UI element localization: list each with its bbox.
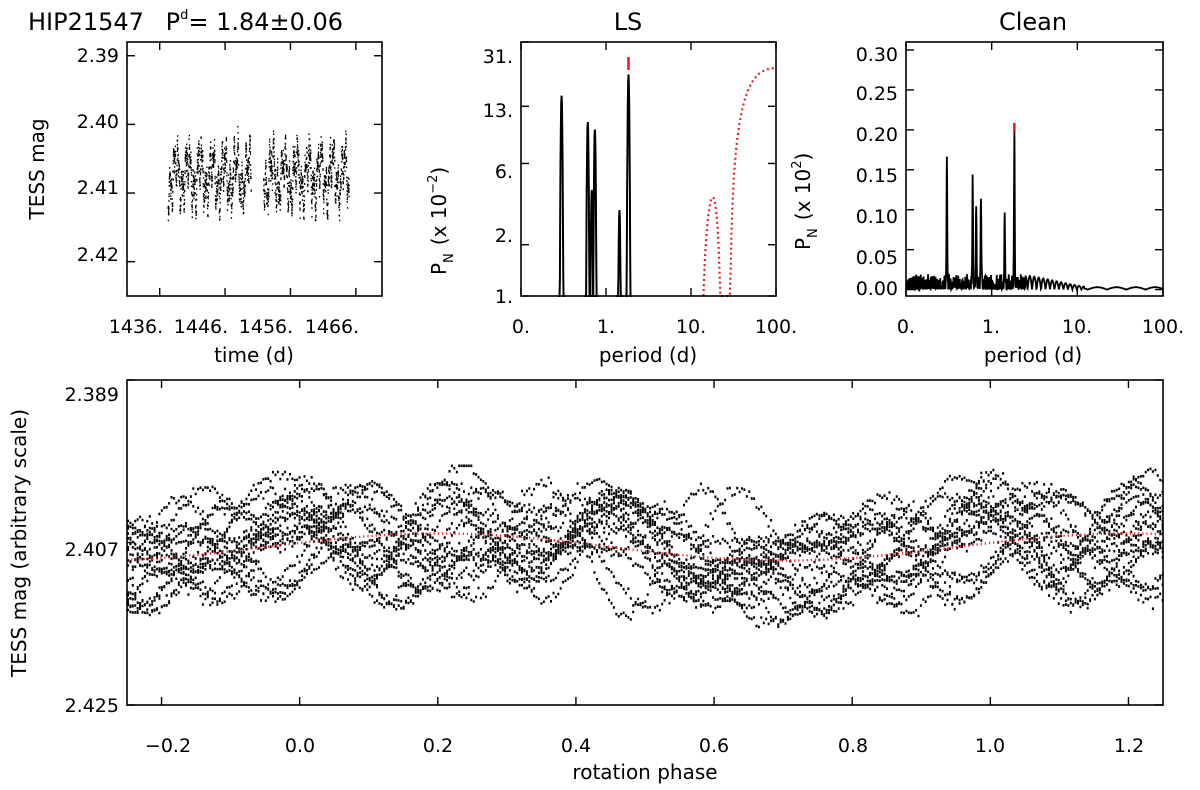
ls-title: LS <box>614 8 643 36</box>
phased-xtick-label: 0.6 <box>699 735 729 757</box>
lightcurve-panel: 1436. 1446. 1456. 1466. 2.39 2.40 2.41 2… <box>25 41 383 367</box>
phased-ytick-label: 2.389 <box>65 384 119 406</box>
lightcurve-points <box>167 125 350 222</box>
ls-xtick-label: 10. <box>676 316 706 338</box>
ls-xtick-label: 100. <box>755 316 797 338</box>
period-symbol: P <box>166 8 180 36</box>
lightcurve-xtick-label: 1466. <box>305 316 359 338</box>
figure-title: HIP21547 Pd= 1.84±0.06 <box>28 8 343 36</box>
ls-ylabel: PN(x 10−2) <box>426 167 457 275</box>
ls-ytick-label: 2. <box>495 225 513 247</box>
clean-xtick-label: 100. <box>1142 316 1184 338</box>
ls-ticks <box>520 41 777 297</box>
phased-xtick-label: 1.0 <box>975 735 1005 757</box>
phased-xlabel: rotation phase <box>572 760 717 784</box>
clean-ytick-label: 0.30 <box>856 44 898 66</box>
ls-curves <box>558 57 776 298</box>
clean-curve <box>905 123 1164 293</box>
phased-xtick-label: 0.2 <box>423 735 453 757</box>
ls-peak <box>616 209 623 297</box>
lightcurve-ytick-label: 2.42 <box>77 244 119 266</box>
period-value: = 1.84±0.06 <box>188 8 343 36</box>
ls-panel: LS 0. 1. 10. 100. 1. 2. 6. 13. 31. perio… <box>426 8 797 367</box>
phased-xtick-label: 1.2 <box>1114 735 1144 757</box>
lightcurve-ticks <box>127 42 382 296</box>
period-superscript: d <box>180 8 188 23</box>
lightcurve-data-points <box>167 125 350 222</box>
ls-peak <box>558 95 565 297</box>
ls-ytick-label: 31. <box>483 46 513 68</box>
phased-xtick-label: −0.2 <box>145 735 191 757</box>
ls-xtick-label: 1. <box>597 316 615 338</box>
star-name: HIP21547 <box>28 8 144 36</box>
ls-frame <box>520 41 777 297</box>
phased-ticks <box>127 379 1163 706</box>
lightcurve-xtick-label: 1446. <box>174 316 228 338</box>
ls-xtick-label: 0. <box>512 316 530 338</box>
ls-xlabel: period (d) <box>599 343 697 367</box>
phased-points <box>127 464 1164 629</box>
phased-xtick-label: 0.8 <box>838 735 868 757</box>
clean-xtick-label: 10. <box>1062 316 1092 338</box>
lightcurve-xlabel: time (d) <box>214 343 294 367</box>
clean-title: Clean <box>999 8 1067 36</box>
ls-ytick-label: 1. <box>495 286 513 308</box>
clean-ytick-label: 0.20 <box>856 124 898 146</box>
phased-ytick-label: 2.425 <box>65 695 119 717</box>
lightcurve-ytick-label: 2.41 <box>77 177 119 199</box>
clean-spectrum <box>905 129 1164 293</box>
phased-panel: −0.2 0.0 0.2 0.4 0.6 0.8 1.0 1.2 2.389 2… <box>7 379 1164 784</box>
lightcurve-frame <box>126 41 383 297</box>
clean-ylabel: PN(x 102) <box>790 153 821 250</box>
ls-window-function <box>702 66 776 298</box>
phased-ytick-label: 2.407 <box>65 539 119 561</box>
clean-ytick-label: 0.10 <box>856 206 898 228</box>
phased-xtick-label: 0.4 <box>561 735 591 757</box>
phased-data-points <box>127 464 1164 629</box>
clean-ytick-label: 0.05 <box>856 247 898 269</box>
clean-xlabel: period (d) <box>984 343 1082 367</box>
lightcurve-ytick-label: 2.39 <box>77 45 119 67</box>
clean-ticks <box>905 42 1164 296</box>
clean-ytick-label: 0.15 <box>856 165 898 187</box>
clean-ytick-label: 0.00 <box>856 278 898 300</box>
clean-ytick-label: 0.25 <box>856 83 898 105</box>
ls-peak <box>625 74 632 297</box>
lightcurve-xtick-label: 1436. <box>109 316 163 338</box>
phased-ylabel: TESS mag (arbitrary scale) <box>7 409 31 678</box>
clean-frame <box>905 41 1164 297</box>
ls-ytick-label: 13. <box>483 100 513 122</box>
lightcurve-xtick-label: 1456. <box>239 316 293 338</box>
phased-xtick-label: 0.0 <box>285 735 315 757</box>
lightcurve-ytick-label: 2.40 <box>77 111 119 133</box>
clean-xtick-label: 0. <box>897 316 915 338</box>
clean-panel: Clean 0. 1. 10. 100. 0.00 0.05 0.10 0.15… <box>790 8 1184 367</box>
clean-xtick-label: 1. <box>982 316 1000 338</box>
lightcurve-ylabel: TESS mag <box>25 118 49 220</box>
ls-ytick-label: 6. <box>495 161 513 183</box>
